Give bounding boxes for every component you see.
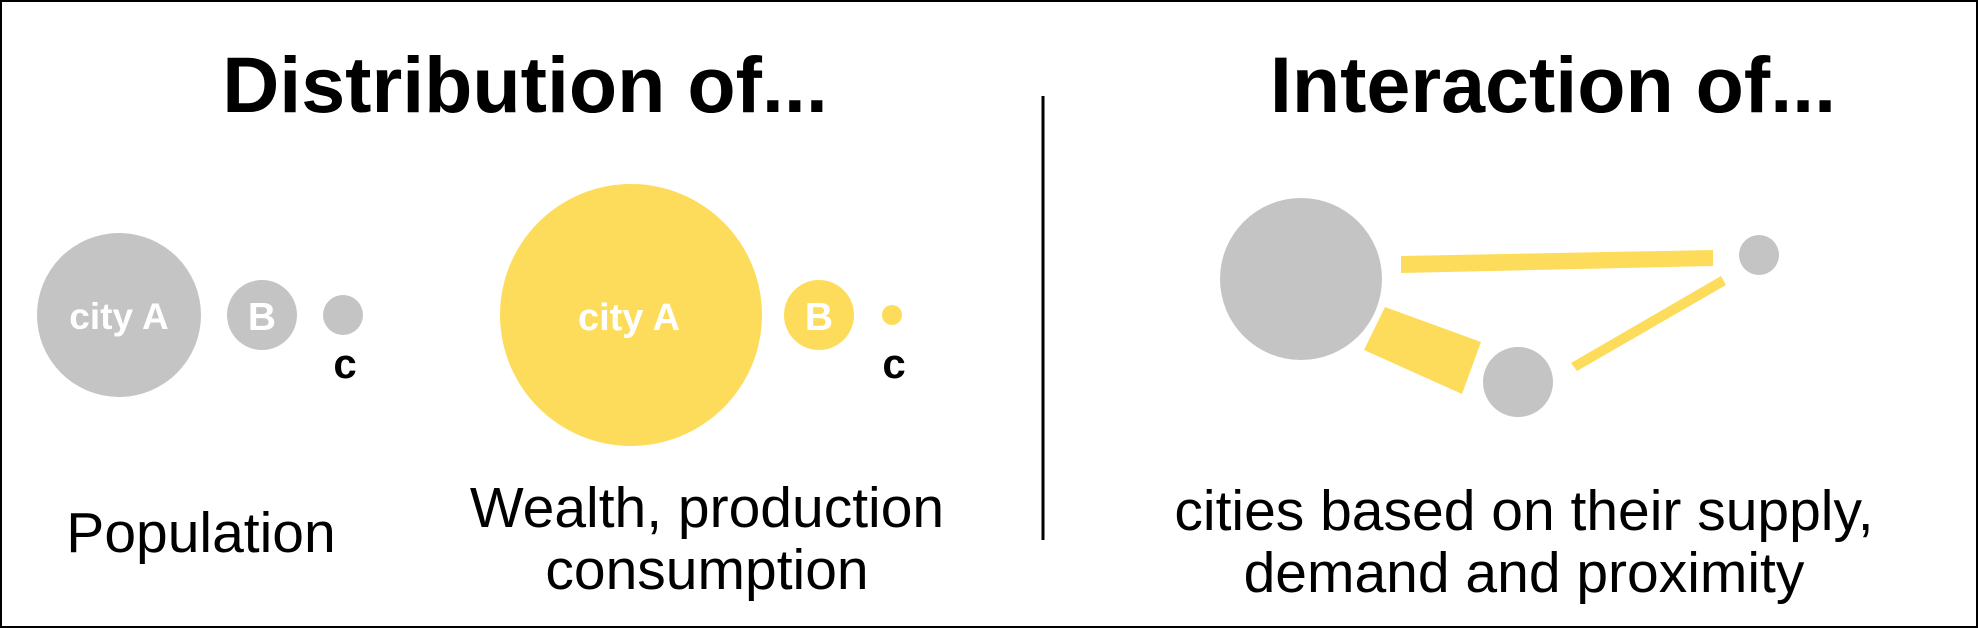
link-large-to-bottom: [1364, 307, 1481, 394]
distribution-heading: Distribution of...: [222, 40, 828, 129]
interaction-caption-line2: demand and proximity: [1244, 541, 1805, 605]
interaction-large-city: [1220, 198, 1382, 360]
interaction-heading: Interaction of...: [1270, 40, 1836, 129]
population-group: city A B c Population: [37, 233, 363, 565]
wealth-city-a-label: city A: [578, 297, 680, 339]
interaction-small-city: [1739, 235, 1779, 275]
interaction-panel: Interaction of... cities based on their …: [1174, 40, 1873, 605]
distribution-panel: Distribution of... city A B c Population…: [37, 40, 944, 602]
link-bottom-to-top-right: [1571, 276, 1726, 371]
wealth-city-c-label: c: [882, 340, 905, 387]
link-large-to-top-right: [1401, 250, 1713, 273]
population-city-c-label: c: [333, 340, 356, 387]
wealth-group: city A B c Wealth, production consumptio…: [470, 184, 944, 602]
population-city-b-label: B: [248, 296, 276, 339]
wealth-caption-line2: consumption: [545, 538, 868, 602]
wealth-city-c-bubble: [882, 305, 902, 325]
population-city-a-bubble: [37, 233, 201, 397]
interaction-medium-city: [1483, 347, 1553, 417]
wealth-caption-line1: Wealth, production: [470, 476, 944, 540]
wealth-city-b-bubble: [784, 280, 854, 350]
population-city-a-label: city A: [69, 296, 168, 337]
wealth-city-b-label: B: [805, 296, 833, 339]
population-caption: Population: [66, 501, 335, 565]
population-city-b-bubble: [227, 280, 297, 350]
population-city-c-bubble: [323, 295, 363, 335]
interaction-caption-line1: cities based on their supply,: [1174, 479, 1873, 543]
wealth-city-a-bubble: [500, 184, 762, 446]
